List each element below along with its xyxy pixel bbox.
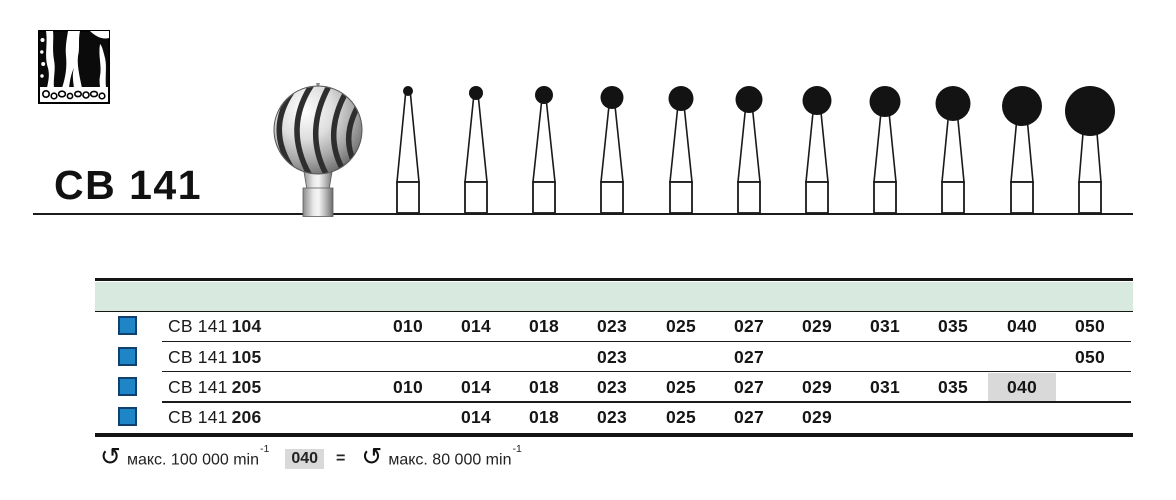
table-bottom-rule [95, 432, 1133, 437]
reduced-speed-text: макс. 80 000 min-1 [388, 442, 522, 469]
equals-sign: = [336, 450, 346, 467]
bur-illustration-010 [396, 86, 420, 214]
size-cell: 035 [937, 377, 969, 397]
color-swatch [118, 407, 137, 426]
bur-illustration-040 [1002, 86, 1042, 214]
row-separator [162, 401, 1131, 403]
product-code: CB 141 [54, 162, 203, 208]
size-cell: 014 [460, 316, 492, 336]
color-swatch [118, 377, 137, 396]
size-cell: 027 [733, 346, 765, 367]
bur-illustration-014 [464, 86, 488, 214]
table-top-rule [95, 278, 1133, 282]
bur-illustration-050 [1065, 86, 1115, 214]
size-cell: 010 [392, 377, 424, 397]
size-cell: 023 [596, 377, 628, 397]
table-header-band [95, 281, 1133, 311]
size-cell: 014 [460, 407, 492, 427]
size-cell: 029 [801, 407, 833, 427]
size-cell: 025 [665, 407, 697, 427]
size-cell: 050 [1074, 346, 1106, 367]
bur-illustration-018 [532, 86, 556, 214]
row-separator [162, 370, 1131, 373]
max-speed-text: макс. 100 000 min-1 [126, 442, 270, 469]
figure-baseline [33, 213, 1133, 216]
bur-illustration-025 [668, 86, 694, 214]
row-label: CB 141 205 [168, 377, 262, 397]
size-cell: 018 [528, 407, 560, 427]
bur-illustration-035 [935, 86, 971, 214]
row-label: CB 141 104 [168, 316, 262, 336]
size-cell: 031 [869, 316, 901, 336]
size-cell: 029 [801, 316, 833, 336]
rotation-ccw-icon: ↺ [100, 442, 121, 471]
row-separator [162, 340, 1131, 343]
bur-illustration-027 [735, 86, 763, 214]
size-cell: 035 [937, 316, 969, 336]
size-cell: 029 [801, 377, 833, 397]
bur-size-figure [0, 0, 1176, 230]
rotation-ccw-icon: ↺ [361, 442, 383, 471]
size-cell: 018 [528, 377, 560, 397]
size-cell: 027 [733, 407, 765, 427]
bur-illustration-029 [802, 86, 832, 214]
color-swatch [118, 316, 137, 335]
size-cell: 023 [596, 407, 628, 427]
size-cell: 023 [596, 346, 628, 367]
size-cell: 025 [665, 316, 697, 336]
row-label: CB 141 105 [168, 346, 262, 367]
bur-illustration-023 [600, 86, 624, 214]
size-cell: 040 [988, 373, 1056, 401]
row-label: CB 141 206 [168, 407, 262, 427]
molar-bone-icon [38, 30, 110, 104]
size-cell: 014 [460, 377, 492, 397]
color-swatch [118, 346, 137, 366]
size-cell: 050 [1074, 316, 1106, 336]
bur-illustration-031 [869, 86, 901, 214]
size-cell: 010 [392, 316, 424, 336]
size-cell: 031 [869, 377, 901, 397]
size-cell: 027 [733, 377, 765, 397]
large-bur-illustration [273, 83, 363, 217]
size-cell: 018 [528, 316, 560, 336]
size-cell: 025 [665, 377, 697, 397]
speed-footnote: ↺ макс. 100 000 min-1 040 = ↺ макс. 80 0… [100, 442, 522, 474]
size-cell: 023 [596, 316, 628, 336]
size-cell: 040 [1006, 316, 1038, 336]
table-header-rule [95, 310, 1133, 313]
size-cell: 027 [733, 316, 765, 336]
spec-table: CB 141 104 010 014 018 023 025 027 029 031 035 040 0… [118, 316, 1106, 427]
size-chip: 040 [285, 449, 325, 469]
